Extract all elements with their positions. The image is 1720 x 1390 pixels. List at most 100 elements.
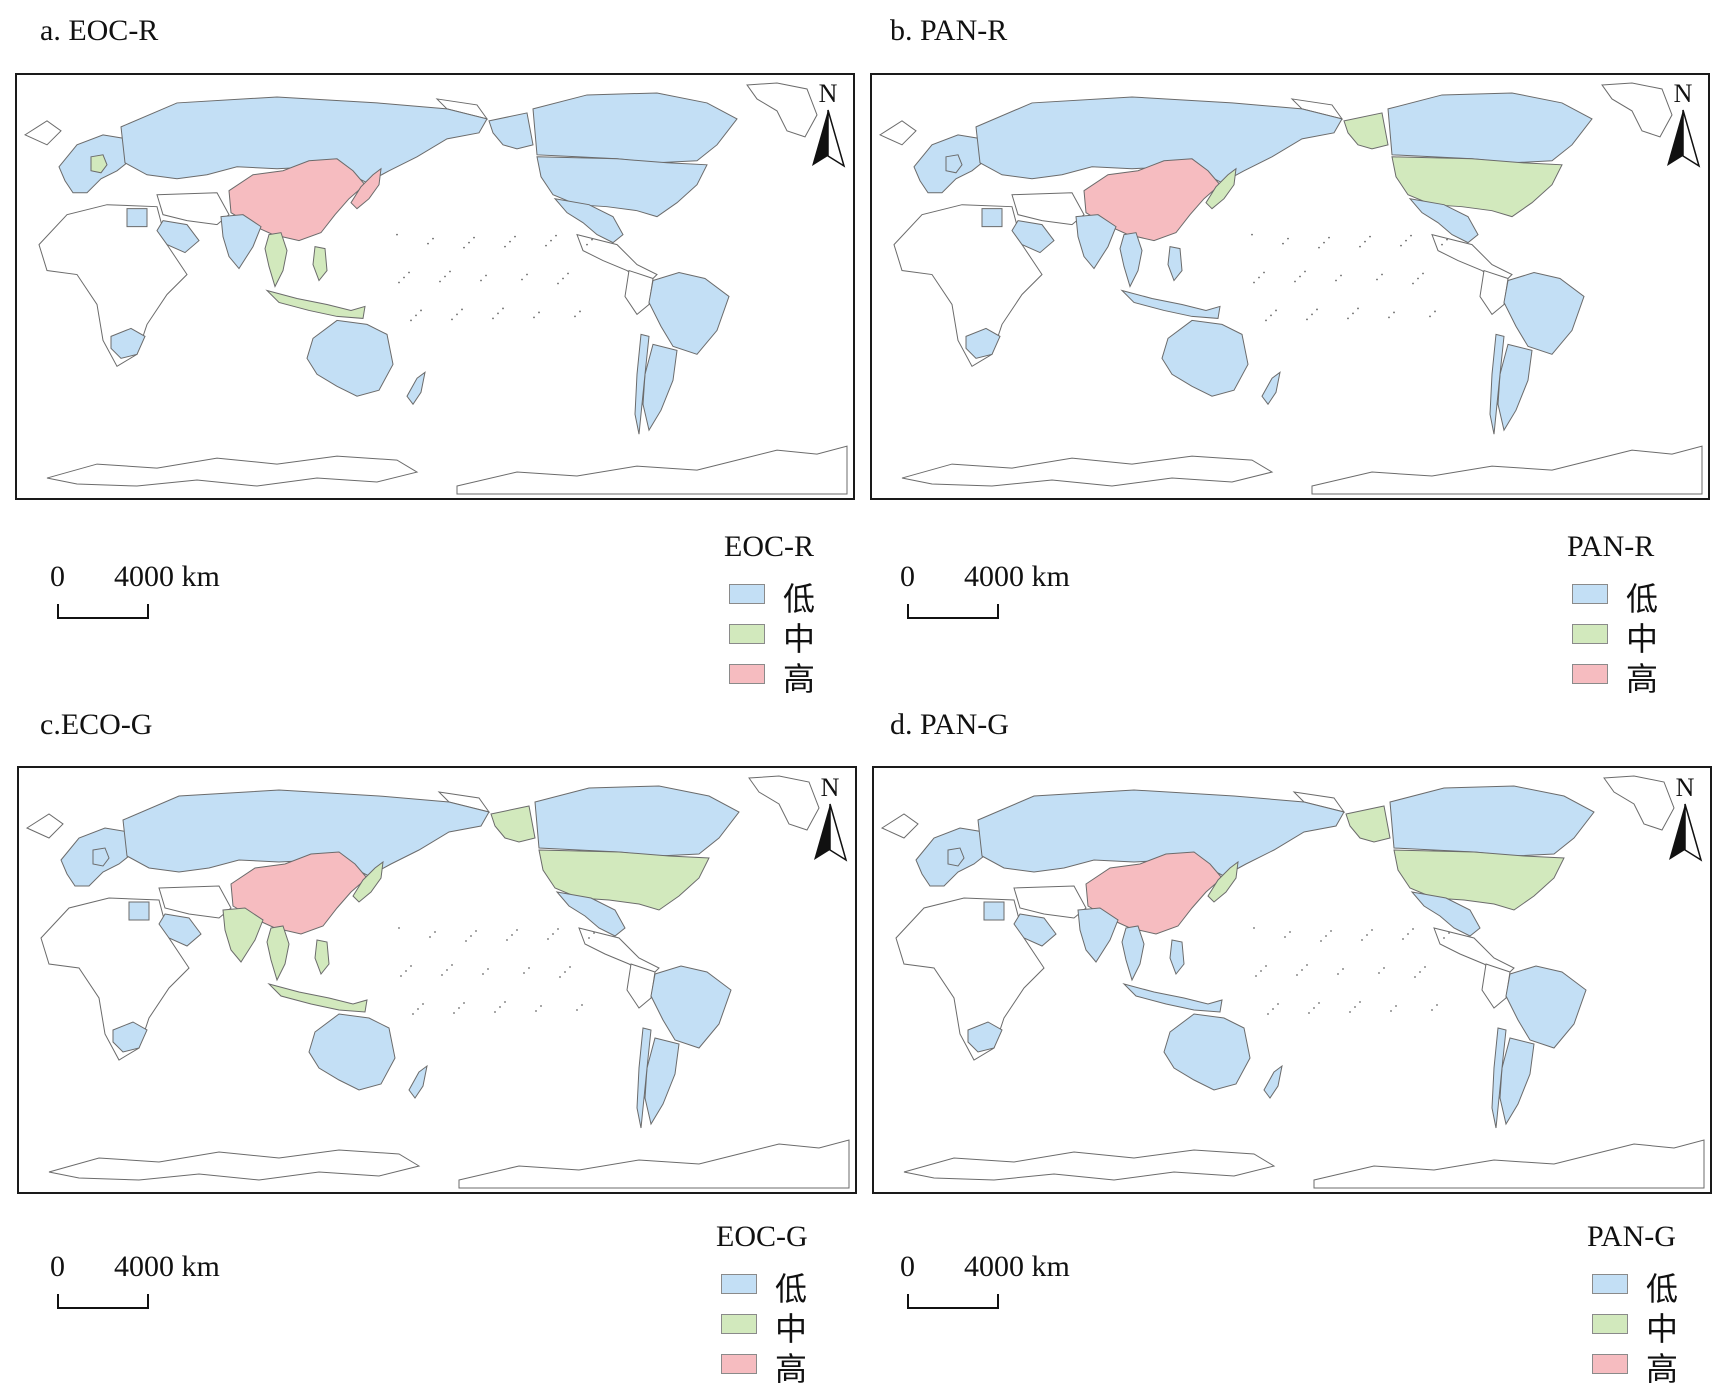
region-india <box>222 907 264 963</box>
land-outline <box>1481 963 1511 1009</box>
region-chile <box>636 1027 652 1129</box>
island-dot <box>465 940 467 942</box>
legend-label: 低 <box>783 580 816 618</box>
scale-distance-label: 4000 km <box>114 560 220 593</box>
island-dot <box>1419 971 1421 973</box>
map-frame <box>870 73 1710 500</box>
island-dot <box>504 245 506 248</box>
region-egypt <box>981 208 1003 228</box>
land-outline <box>23 120 62 146</box>
island-dot <box>1410 234 1412 237</box>
legend-label: 低 <box>1646 1270 1679 1308</box>
region-south-africa <box>967 1021 1003 1053</box>
island-dot <box>494 1011 496 1013</box>
island-dot <box>1335 279 1337 282</box>
island-dot <box>1402 938 1404 940</box>
region-saudi <box>156 220 200 254</box>
land-outline <box>1311 445 1703 495</box>
island-dot <box>1251 233 1253 236</box>
region-japan <box>1207 860 1239 903</box>
island-dot <box>521 278 523 281</box>
island-dot <box>504 1001 506 1003</box>
island-dot <box>451 964 453 966</box>
region-japan <box>1205 167 1237 210</box>
land-outline <box>40 897 190 1061</box>
island-dot <box>417 1008 419 1010</box>
region-australia <box>1161 319 1249 397</box>
region-egypt <box>126 208 148 228</box>
island-dot <box>1393 311 1395 314</box>
legend-swatch <box>1572 584 1608 604</box>
island-dot <box>1390 1010 1392 1012</box>
legend-swatch <box>1592 1274 1628 1294</box>
scale-zero-label: 0 <box>50 1250 65 1283</box>
land-outline <box>48 1149 421 1181</box>
island-dot <box>1311 313 1313 316</box>
island-dot <box>492 317 494 320</box>
legend-swatch <box>721 1354 757 1374</box>
island-dot <box>480 279 482 282</box>
island-dot <box>1378 972 1380 974</box>
panel-a: a. EOC-R N 0 4000 km EOC-R 低 中 高 <box>0 0 860 698</box>
island-dot <box>555 234 557 237</box>
island-dot <box>502 307 504 310</box>
island-dot <box>1299 275 1301 278</box>
region-japan <box>350 167 382 210</box>
island-dot <box>434 931 436 933</box>
island-dot <box>420 309 422 312</box>
legend-label: 高 <box>775 1350 808 1388</box>
panel-c: c.ECO-G N 0 4000 km EOC-G 低 中 高 <box>0 690 860 1388</box>
island-dot <box>1342 968 1344 970</box>
island-dot <box>449 270 451 273</box>
region-philippines <box>314 939 330 975</box>
region-philippines <box>312 245 328 282</box>
land-outline <box>1011 192 1085 226</box>
region-germany <box>945 154 963 174</box>
island-dot <box>1265 319 1267 322</box>
island-dot <box>586 243 588 246</box>
island-dot <box>1263 271 1265 274</box>
island-dot <box>1296 974 1298 976</box>
region-seasia <box>264 232 288 288</box>
island-dot <box>514 235 516 238</box>
island-dot <box>1431 1009 1433 1011</box>
island-dot <box>1306 318 1308 321</box>
legend-label: 低 <box>775 1270 808 1308</box>
land-outline <box>901 455 1274 487</box>
panel-title: a. EOC-R <box>40 14 159 47</box>
legend-title: EOC-R <box>724 530 814 563</box>
island-dot <box>545 244 547 247</box>
island-dot <box>475 930 477 932</box>
island-dot <box>1272 1008 1274 1010</box>
island-dot <box>1434 310 1436 313</box>
island-dot <box>1323 241 1325 244</box>
island-dot <box>1371 929 1373 931</box>
region-india <box>220 214 262 270</box>
island-dot <box>1369 235 1371 238</box>
world-map <box>25 775 850 1189</box>
island-dot <box>1352 312 1354 315</box>
island-dot <box>1328 236 1330 239</box>
scale-line <box>57 1294 149 1309</box>
panel-d: d. PAN-G N 0 4000 km PAN-G 低 中 高 <box>860 690 1720 1388</box>
island-dot <box>1448 932 1450 934</box>
scale-distance-label: 4000 km <box>964 1250 1070 1283</box>
region-saudi <box>158 913 202 947</box>
island-dot <box>535 1010 537 1012</box>
land-outline <box>626 963 656 1009</box>
island-dot <box>403 276 405 279</box>
region-alaska <box>1343 112 1389 150</box>
island-dot <box>550 239 552 242</box>
region-south-africa <box>965 327 1001 359</box>
legend-swatch <box>729 584 765 604</box>
north-arrow-icon: N <box>808 79 848 170</box>
scale-line <box>57 604 149 619</box>
island-dot <box>1388 316 1390 319</box>
island-dot <box>1270 314 1272 317</box>
island-dot <box>576 1009 578 1011</box>
island-dot <box>567 272 569 275</box>
region-egypt <box>983 901 1005 921</box>
legend-swatch <box>1592 1354 1628 1374</box>
panel-b: b. PAN-R N 0 4000 km PAN-R 低 中 高 <box>860 0 1720 698</box>
island-dot <box>408 271 410 274</box>
